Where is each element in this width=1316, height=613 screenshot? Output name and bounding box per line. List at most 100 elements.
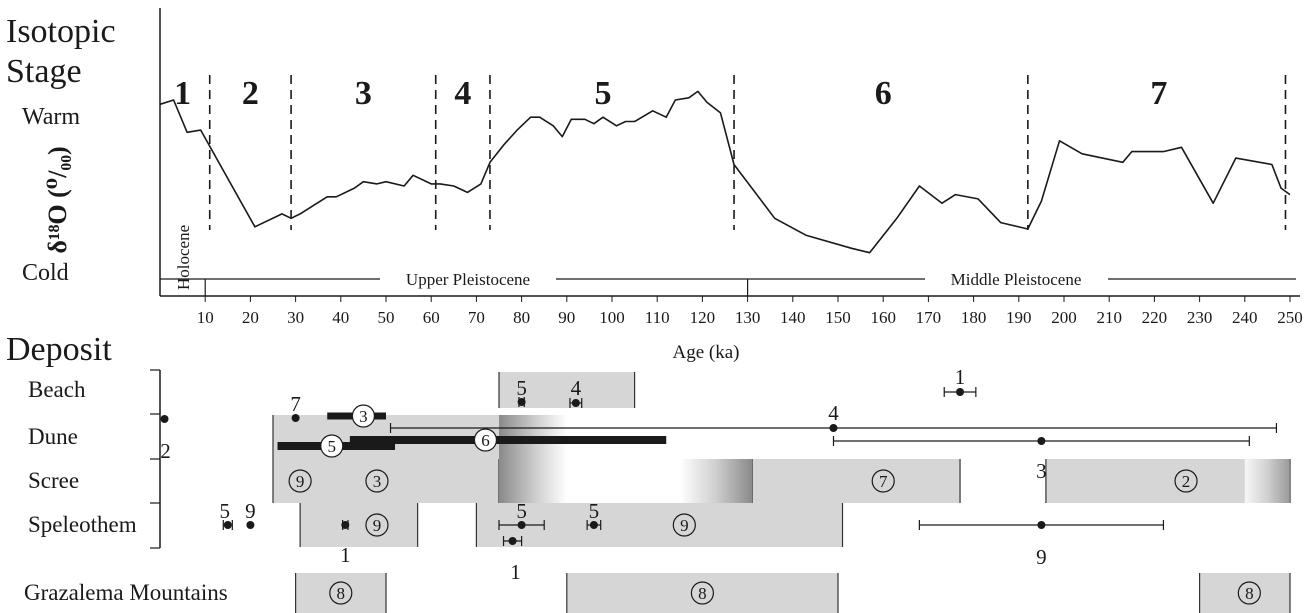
x-tick-label: 210 — [1096, 308, 1122, 327]
x-tick-label: 220 — [1142, 308, 1168, 327]
dated-range-bar — [349, 436, 667, 444]
x-tick-label: 160 — [870, 308, 896, 327]
row-label: Dune — [28, 424, 78, 449]
x-tick-label: 110 — [645, 308, 670, 327]
date-point-label: 2 — [160, 439, 171, 463]
date-point — [517, 521, 526, 529]
x-tick-label: 90 — [558, 308, 575, 327]
date-point-label: 4 — [571, 376, 582, 400]
date-point — [223, 521, 232, 529]
date-point-label: 9 — [1036, 545, 1047, 569]
circled-label: 5 — [328, 437, 337, 456]
x-tick-label: 190 — [1006, 308, 1032, 327]
x-tick-label: 40 — [332, 308, 349, 327]
circled-label-ring — [1237, 581, 1261, 605]
x-tick-label: 130 — [735, 308, 761, 327]
stage-label: 7 — [1150, 75, 1167, 112]
epoch-holocene: Holocene — [174, 225, 193, 290]
x-tick-label: 50 — [378, 308, 395, 327]
stage-label: 4 — [454, 75, 471, 112]
x-tick-label: 240 — [1232, 308, 1258, 327]
heading-cold: Cold — [22, 260, 69, 286]
x-tick-label: 20 — [242, 308, 259, 327]
date-point-label: 5 — [516, 376, 527, 400]
date-point — [589, 521, 598, 529]
date-point-label: 1 — [955, 365, 966, 389]
x-tick-label: 250 — [1277, 308, 1303, 327]
circled-label: 6 — [481, 431, 490, 450]
date-point — [1037, 521, 1046, 529]
circled-label: 8 — [1245, 584, 1254, 603]
y-axis-label: δ¹⁸O (⁰/₀₀) — [43, 146, 72, 253]
stage-label: 3 — [355, 75, 372, 112]
x-tick-label: 230 — [1187, 308, 1213, 327]
x-tick-label: 80 — [513, 308, 530, 327]
row-label: Grazalema Mountains — [24, 580, 228, 605]
x-tick-label: 70 — [468, 308, 485, 327]
circled-label: 2 — [1182, 472, 1191, 491]
date-point-label: 5 — [220, 499, 231, 523]
circled-label-ring — [329, 581, 353, 605]
circled-label: 8 — [337, 584, 346, 603]
row-label: Speleothem — [28, 512, 137, 537]
x-tick-label: 140 — [780, 308, 806, 327]
x-tick-label: 30 — [287, 308, 304, 327]
age-range-box — [273, 459, 499, 503]
x-tick-label: 120 — [690, 308, 716, 327]
x-tick-label: 200 — [1051, 308, 1077, 327]
heading-isotopic: Isotopic — [6, 13, 116, 50]
circled-label-ring — [1174, 469, 1198, 493]
date-point-label: 1 — [510, 560, 521, 584]
uncertainty-fade — [499, 415, 567, 503]
epoch-middle-pleistocene: Middle Pleistocene — [951, 270, 1082, 289]
circled-label-ring — [351, 404, 375, 428]
x-tick-label: 10 — [197, 308, 214, 327]
age-range-box — [1199, 573, 1290, 613]
date-point — [508, 537, 517, 545]
date-point-label: 3 — [1036, 459, 1047, 483]
date-point-label: 5 — [589, 499, 600, 523]
heading-deposit: Deposit — [6, 331, 112, 368]
stage-label: 6 — [875, 75, 892, 112]
circled-label-ring — [672, 513, 696, 537]
circled-label-ring — [690, 581, 715, 605]
stage-label: 1 — [174, 75, 191, 112]
circled-label-ring — [365, 513, 389, 537]
date-point — [829, 424, 838, 432]
circled-label-ring — [288, 469, 312, 493]
uncertainty-fade — [679, 459, 753, 503]
circled-label-ring — [365, 469, 389, 493]
x-tick-label: 150 — [825, 308, 851, 327]
heading-warm: Warm — [22, 104, 80, 130]
heading-stage: Stage — [6, 53, 82, 90]
age-range-box — [566, 573, 838, 613]
circled-label: 9 — [296, 472, 305, 491]
row-label: Beach — [28, 377, 86, 402]
isotope-curve — [159, 90, 1291, 254]
date-point-label: 5 — [516, 499, 527, 523]
age-range-box — [300, 503, 418, 547]
circled-label-ring — [871, 469, 895, 493]
date-point-label: 4 — [828, 401, 839, 425]
x-tick-label: 100 — [599, 308, 625, 327]
circled-label-ring — [473, 428, 498, 452]
x-tick-label: 180 — [961, 308, 987, 327]
circled-label: 9 — [680, 516, 689, 535]
date-point — [517, 398, 526, 406]
stage-label: 2 — [242, 75, 259, 112]
x-axis-label: Age (ka) — [673, 342, 740, 363]
circled-label: 7 — [879, 472, 888, 491]
date-point-label: 1 — [340, 543, 351, 567]
circled-label: 9 — [373, 516, 382, 535]
date-point — [291, 414, 300, 422]
circled-label: 8 — [698, 584, 707, 603]
circled-label-ring — [320, 434, 344, 458]
uncertainty-fade — [1244, 459, 1290, 503]
date-point — [160, 415, 169, 423]
date-point — [1037, 437, 1046, 445]
stage-label: 5 — [594, 75, 611, 112]
age-range-box — [752, 459, 961, 503]
date-point-label: 7 — [290, 392, 301, 416]
x-tick-label: 170 — [916, 308, 942, 327]
